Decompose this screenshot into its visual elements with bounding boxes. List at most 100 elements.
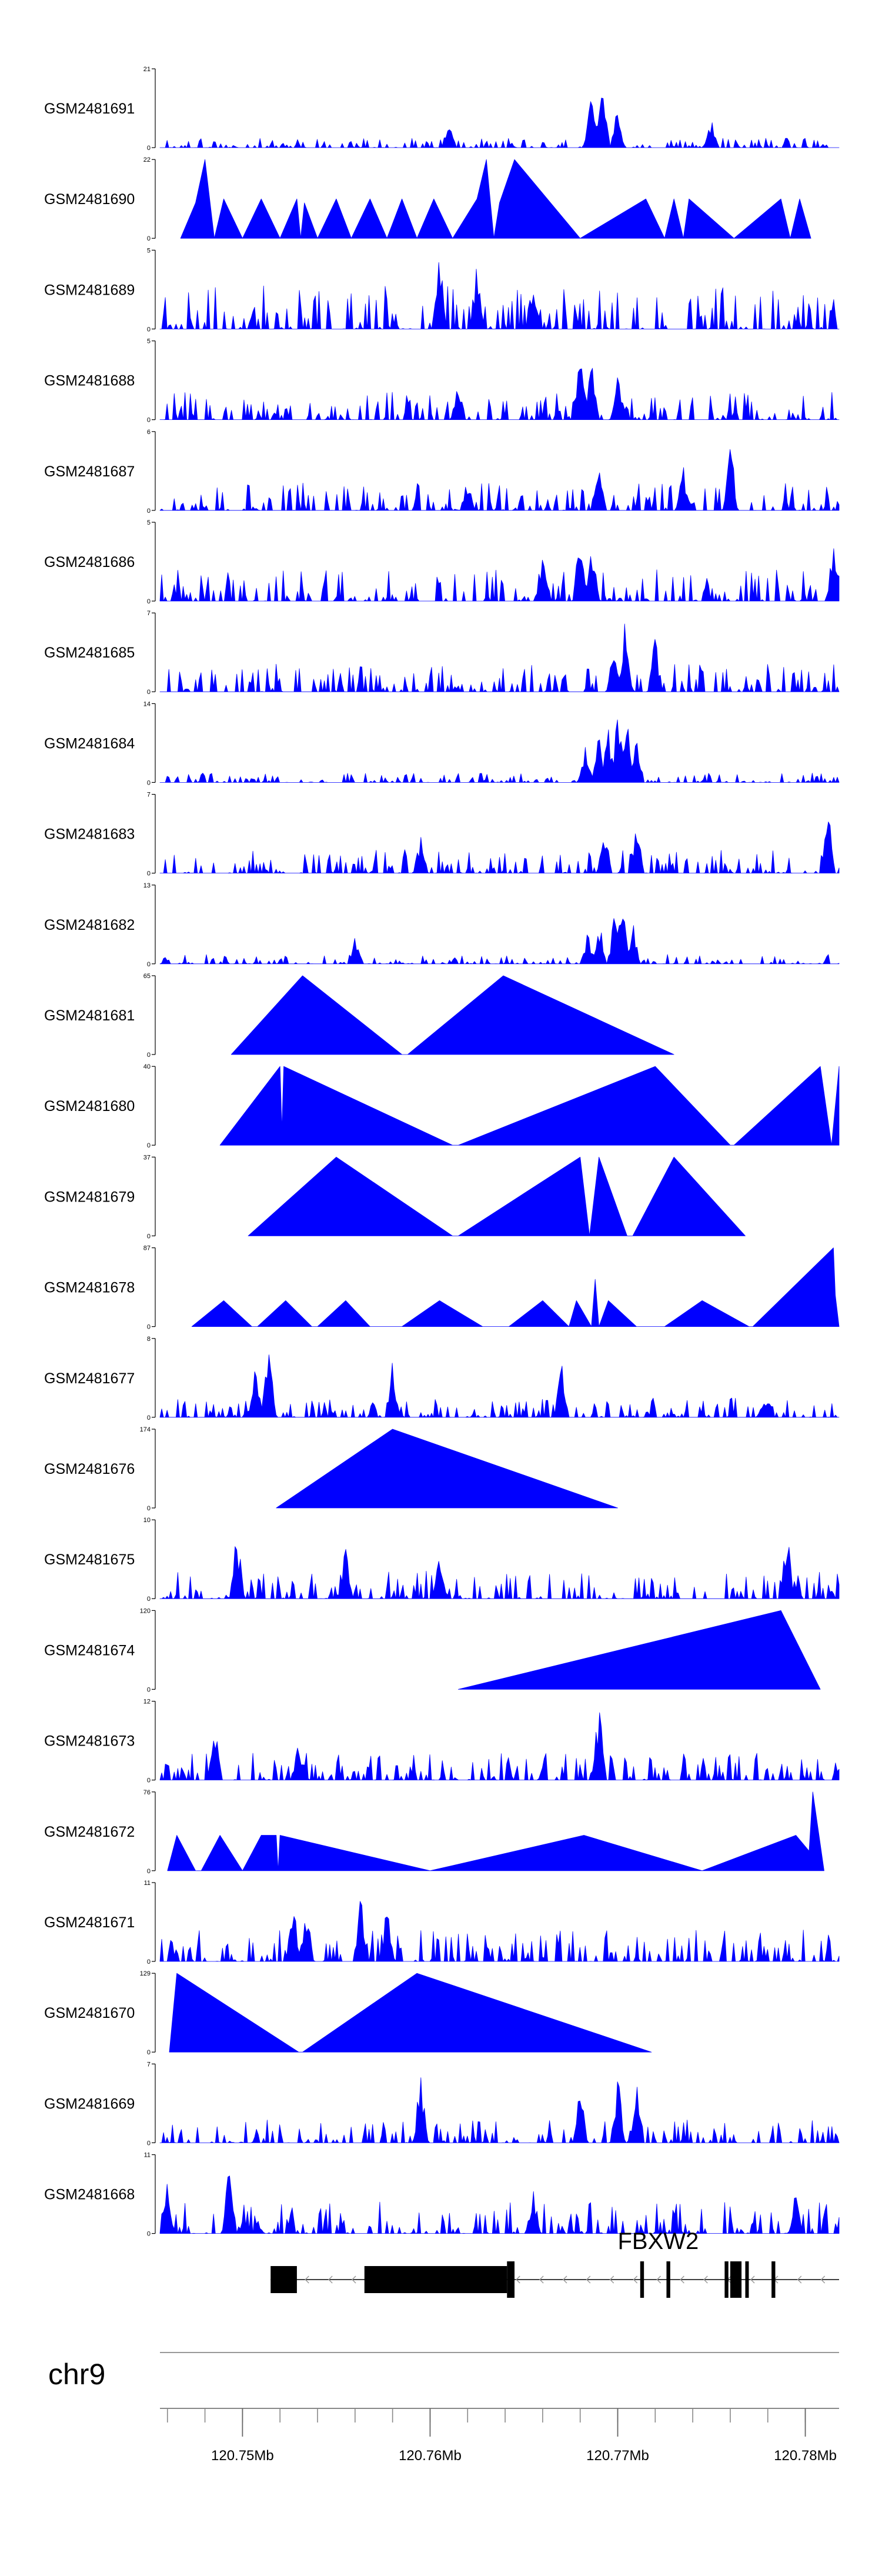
track-label: GSM2481675 <box>44 1551 135 1568</box>
y-axis-max-label: 174 <box>140 1426 151 1433</box>
track-GSM2481670: GSM2481670 129 0 <box>44 1970 652 2056</box>
strand-arrow <box>328 2275 333 2284</box>
coverage-area <box>159 1901 840 1962</box>
track-GSM2481684: GSM2481684 14 0 <box>44 700 840 786</box>
y-axis-min-label: 0 <box>147 870 151 877</box>
y-axis-max-label: 10 <box>143 1517 151 1524</box>
strand-arrow <box>703 2275 708 2284</box>
track-label: GSM2481690 <box>44 191 135 208</box>
track-label: GSM2481676 <box>44 1461 135 1477</box>
y-axis-min-label: 0 <box>147 1233 151 1240</box>
y-axis-min-label: 0 <box>147 1958 151 1966</box>
y-axis-min-label: 0 <box>147 1505 151 1512</box>
strand-arrow <box>680 2275 684 2284</box>
axis-tick-label: 120.75Mb <box>211 2448 274 2464</box>
coverage-area <box>457 1610 821 1690</box>
y-axis-max-label: 5 <box>147 247 151 254</box>
track-GSM2481691: GSM2481691 21 0 <box>44 66 840 152</box>
track-GSM2481672: GSM2481672 76 0 <box>44 1789 824 1875</box>
coverage-area <box>159 2077 840 2143</box>
exon <box>745 2261 749 2298</box>
y-axis-max-label: 76 <box>143 1789 151 1796</box>
track-GSM2481673: GSM2481673 12 0 <box>44 1699 840 1784</box>
y-axis-min-label: 0 <box>147 1324 151 1331</box>
y-axis-max-label: 11 <box>144 1880 151 1887</box>
track-label: GSM2481673 <box>44 1733 135 1750</box>
strand-arrow <box>820 2275 826 2284</box>
track-GSM2481688: GSM2481688 5 0 <box>44 338 840 424</box>
genome-axis: 120.75Mb 120.76Mb 120.77Mb 120.78Mb <box>160 2408 839 2464</box>
track-GSM2481680: GSM2481680 40 0 <box>44 1063 840 1149</box>
track-label: GSM2481688 <box>44 373 135 389</box>
track-GSM2481689: GSM2481689 5 0 <box>44 247 840 333</box>
y-axis-min-label: 0 <box>147 1052 151 1059</box>
y-axis-min-label: 0 <box>147 508 151 515</box>
track-GSM2481685: GSM2481685 7 0 <box>44 610 840 696</box>
y-axis-max-label: 65 <box>143 973 151 980</box>
exon <box>507 2261 515 2298</box>
track-label: GSM2481670 <box>44 2005 135 2021</box>
strand-arrow <box>750 2275 755 2284</box>
y-axis-max-label: 7 <box>147 610 151 617</box>
track-label: GSM2481677 <box>44 1370 135 1387</box>
y-axis-min-label: 0 <box>147 2140 151 2147</box>
coverage-area <box>159 1546 840 1599</box>
y-axis-max-label: 129 <box>140 1970 151 1977</box>
exon <box>364 2266 507 2293</box>
track-label: GSM2481669 <box>44 2095 135 2112</box>
coverage-area <box>276 1429 618 1509</box>
coverage-area <box>159 623 840 692</box>
strand-arrow <box>609 2275 614 2284</box>
y-axis-max-label: 22 <box>143 156 151 163</box>
track-GSM2481677: GSM2481677 8 0 <box>44 1336 840 1422</box>
coverage-area <box>167 1791 824 1871</box>
track-label: GSM2481668 <box>44 2187 135 2203</box>
coverage-area <box>159 449 840 511</box>
y-axis-min-label: 0 <box>147 326 151 333</box>
axis-tick-label: 120.78Mb <box>774 2448 837 2464</box>
exon <box>640 2261 644 2298</box>
track-GSM2481681: GSM2481681 65 0 <box>44 973 674 1059</box>
y-axis-max-label: 8 <box>147 1336 151 1343</box>
coverage-area <box>159 262 840 329</box>
y-axis-min-label: 0 <box>147 689 151 696</box>
track-GSM2481676: GSM2481676 174 0 <box>44 1426 618 1512</box>
track-GSM2481668: GSM2481668 11 0 <box>44 2152 840 2238</box>
y-axis-min-label: 0 <box>147 779 151 786</box>
track-GSM2481682: GSM2481682 13 0 <box>44 882 840 968</box>
track-GSM2481674: GSM2481674 120 0 <box>44 1607 821 1693</box>
track-label: GSM2481684 <box>44 735 135 752</box>
track-label: GSM2481685 <box>44 645 135 661</box>
gene-model-track: FBXW2 <box>270 2228 839 2298</box>
y-axis-min-label: 0 <box>147 1414 151 1422</box>
coverage-area <box>159 2175 840 2234</box>
y-axis-max-label: 87 <box>143 1245 151 1252</box>
y-axis-max-label: 7 <box>147 2061 151 2068</box>
coverage-area <box>169 1973 652 2053</box>
y-axis-max-label: 14 <box>143 700 151 708</box>
coverage-area <box>159 368 840 420</box>
coverage-area <box>159 1354 840 1418</box>
y-axis-max-label: 40 <box>143 1063 151 1070</box>
track-GSM2481683: GSM2481683 7 0 <box>44 792 840 877</box>
y-axis-max-label: 37 <box>143 1154 151 1161</box>
coverage-area <box>159 918 840 965</box>
strand-arrow <box>516 2275 520 2284</box>
track-label: GSM2481678 <box>44 1280 135 1296</box>
y-axis-min-label: 0 <box>147 2049 151 2056</box>
coverage-area <box>159 719 840 783</box>
y-axis-min-label: 0 <box>147 2231 151 2238</box>
strand-arrow <box>586 2275 591 2284</box>
strand-arrow <box>539 2275 544 2284</box>
track-label: GSM2481691 <box>44 101 135 117</box>
exon <box>730 2261 742 2298</box>
exon <box>771 2261 776 2298</box>
coverage-area <box>230 975 674 1055</box>
strand-arrow <box>656 2275 662 2284</box>
y-axis-min-label: 0 <box>147 1686 151 1693</box>
track-label: GSM2481681 <box>44 1007 135 1024</box>
y-axis-max-label: 120 <box>140 1607 151 1614</box>
track-label: GSM2481674 <box>44 1642 135 1659</box>
strand-arrow <box>305 2275 309 2284</box>
